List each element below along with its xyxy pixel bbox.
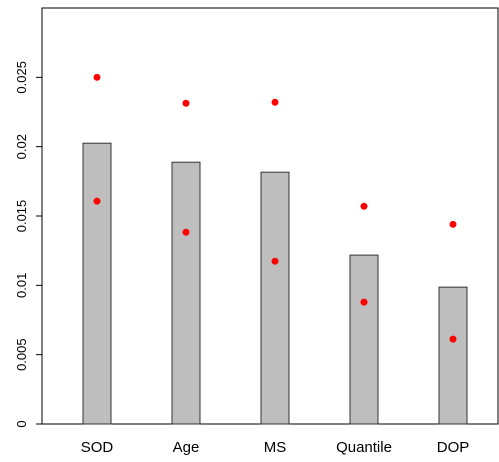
bar [260,171,290,425]
point [182,228,190,236]
point [449,335,457,343]
y-tick-label: 0 [14,420,29,427]
point [449,220,457,228]
y-tick-label: 0.02 [14,134,29,159]
point [360,202,368,210]
point [182,99,190,107]
y-tick-label: 0.01 [14,273,29,298]
bar [349,254,379,425]
point [93,73,101,81]
bar [438,286,468,425]
x-tick-label: SOD [81,439,114,456]
y-tick-label: 0.025 [14,61,29,94]
bar [171,161,201,425]
y-tick-label: 0.005 [14,338,29,371]
bar [82,142,112,425]
x-tick-label: MS [264,439,287,456]
point [271,98,279,106]
x-tick-label: Age [173,439,200,456]
x-tick-label: Quantile [336,439,392,456]
point [360,298,368,306]
point [93,197,101,205]
point [271,257,279,265]
y-tick-label: 0.015 [14,200,29,233]
x-tick-label: DOP [437,439,470,456]
